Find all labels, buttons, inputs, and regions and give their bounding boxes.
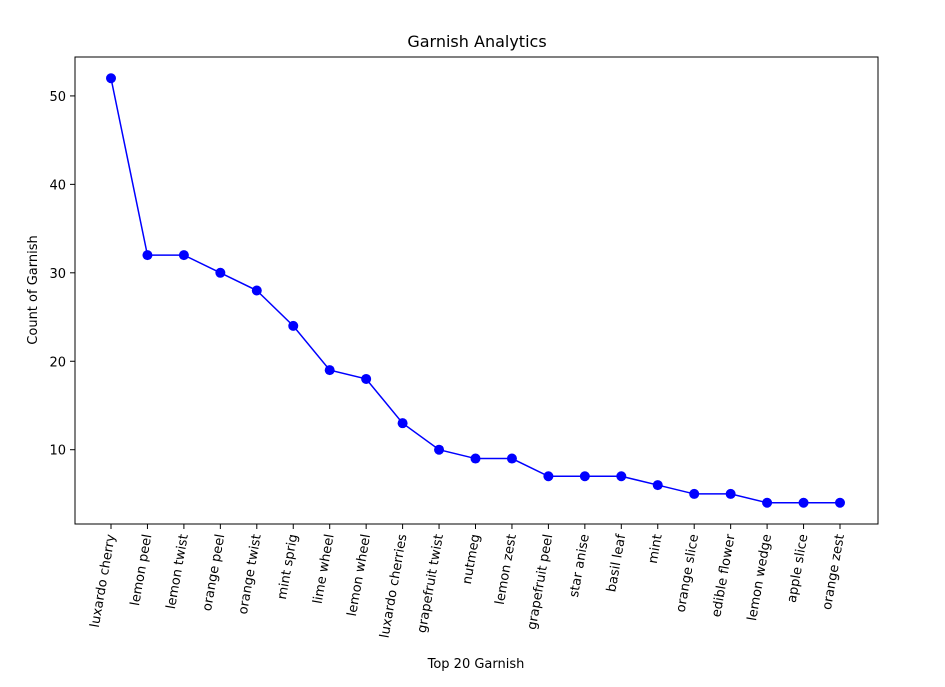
x-axis-label: Top 20 Garnish (427, 657, 525, 672)
series-line (110, 78, 840, 504)
data-point (762, 497, 773, 508)
x-tick-label: grapefruit peel (525, 533, 557, 631)
y-tick-label: 30 (49, 267, 66, 282)
data-point (397, 418, 408, 429)
x-tick-label: luxardo cherry (88, 533, 119, 629)
data-point (725, 488, 736, 499)
data-point (506, 453, 517, 464)
x-tick-label: edible flower (709, 532, 738, 618)
y-axis: 10 20 30 40 50 (49, 90, 75, 459)
data-point (798, 497, 809, 508)
data-point (361, 373, 372, 384)
y-tick-label: 50 (49, 90, 66, 105)
data-point (251, 285, 262, 296)
x-tick-label: orange twist (236, 533, 265, 615)
x-tick-label: basil leaf (604, 533, 629, 594)
y-axis-label: Count of Garnish (26, 235, 41, 344)
x-tick-label: orange peel (200, 533, 228, 612)
data-point (652, 480, 663, 491)
data-point (142, 250, 153, 261)
x-tick-label: star anise (567, 533, 593, 599)
data-point (434, 444, 445, 455)
data-point (543, 471, 554, 482)
x-tick-label: lemon twist (164, 533, 192, 610)
x-tick-label: lemon wedge (745, 533, 775, 622)
x-tick-label: lemon wheel (345, 533, 374, 617)
data-point (616, 471, 627, 482)
x-tick-label: orange slice (674, 533, 702, 613)
data-points (106, 73, 845, 508)
data-point (106, 73, 116, 84)
x-axis: luxardo cherry lemon peel lemon twist orang… (88, 524, 848, 639)
data-point (324, 365, 335, 376)
chart-title: Garnish Analytics (407, 32, 546, 51)
data-point (215, 267, 226, 278)
data-point (579, 471, 590, 482)
x-tick-label: lemon peel (128, 533, 155, 607)
data-point (689, 488, 700, 499)
x-tick-label: orange zest (820, 533, 848, 611)
x-tick-label: nutmeg (460, 533, 484, 585)
data-point (835, 497, 845, 508)
plot-frame (74, 56, 879, 525)
x-tick-label: apple slice (785, 533, 812, 604)
x-tick-label: grapefruit twist (415, 533, 447, 634)
x-tick-label: mint (646, 533, 666, 565)
y-tick-label: 40 (49, 178, 66, 193)
x-tick-label: luxardo cherries (377, 533, 410, 639)
x-tick-label: lime wheel (311, 533, 338, 605)
y-tick-label: 10 (49, 444, 66, 459)
y-tick-label: 20 (49, 355, 66, 370)
data-point (178, 250, 189, 261)
x-tick-label: lemon zest (493, 533, 520, 606)
data-point (470, 453, 481, 464)
data-point (288, 320, 299, 331)
x-tick-label: mint sprig (275, 533, 301, 601)
